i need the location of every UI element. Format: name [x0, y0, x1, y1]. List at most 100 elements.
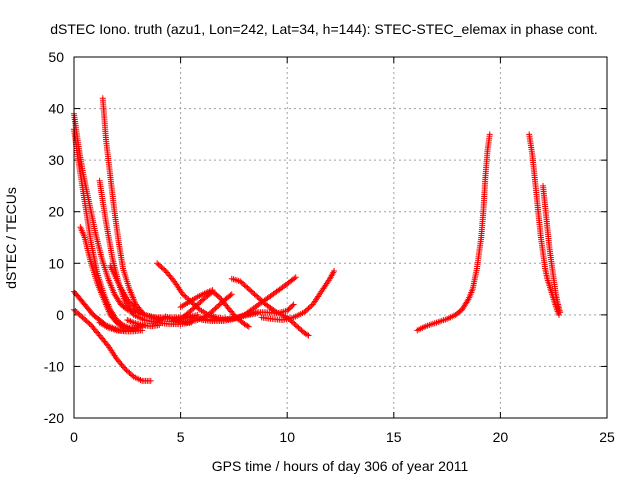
data-point	[127, 371, 134, 378]
data-point	[215, 302, 222, 309]
data-point	[169, 276, 176, 283]
data-point	[331, 268, 338, 275]
data-point	[251, 291, 258, 298]
data-point	[254, 293, 261, 300]
y-tick-label: -20	[44, 410, 64, 426]
data-point	[242, 283, 249, 290]
data-series-18	[228, 275, 312, 339]
data-point	[122, 366, 129, 373]
data-point	[255, 295, 262, 302]
data-series-5	[71, 306, 154, 384]
x-axis-label: GPS time / hours of day 306 of year 2011	[212, 458, 469, 474]
data-point	[291, 275, 298, 282]
data-point	[260, 298, 267, 305]
data-markers	[71, 95, 564, 384]
data-point	[182, 293, 189, 300]
y-tick-label: 20	[48, 204, 64, 220]
data-point	[131, 305, 138, 312]
data-point	[196, 300, 203, 307]
data-point	[191, 304, 198, 311]
x-tick-label: 10	[279, 429, 295, 445]
grid-lines	[74, 57, 607, 418]
y-tick-labels: -20 -10 0 10 20 30 40 50	[44, 49, 64, 426]
data-series-21	[526, 131, 563, 318]
data-point	[306, 304, 313, 311]
data-series-19	[258, 268, 338, 324]
data-point	[244, 322, 251, 329]
data-point	[120, 364, 127, 371]
data-point	[292, 274, 299, 281]
data-point	[227, 292, 234, 299]
data-point	[295, 324, 302, 331]
data-point	[211, 306, 218, 313]
data-point	[193, 302, 200, 309]
chart-title: dSTEC Iono. truth (azu1, Lon=242, Lat=34…	[50, 21, 597, 37]
data-point	[238, 279, 245, 286]
data-series-22	[540, 182, 564, 316]
data-point	[252, 292, 259, 299]
data-point	[129, 372, 136, 379]
data-point	[556, 311, 563, 318]
data-point	[296, 326, 303, 333]
data-point	[75, 310, 82, 317]
data-point	[294, 323, 301, 330]
data-point	[76, 311, 83, 318]
y-axis-label: dSTEC / TECUs	[3, 187, 19, 289]
x-tick-label: 0	[70, 429, 78, 445]
data-point	[78, 313, 85, 320]
y-tick-label: 0	[56, 307, 64, 323]
data-point	[290, 301, 297, 308]
data-point	[200, 296, 207, 303]
data-series-14	[169, 288, 252, 330]
data-point	[464, 297, 471, 304]
data-series-10	[124, 317, 163, 330]
data-point	[154, 260, 161, 267]
data-point	[228, 291, 235, 298]
data-point	[248, 288, 255, 295]
data-point	[209, 307, 216, 314]
data-point	[289, 302, 296, 309]
data-point	[557, 309, 564, 316]
data-point	[85, 319, 92, 326]
axis-ticks	[73, 56, 608, 419]
data-series-8	[96, 319, 146, 335]
data-series-3	[77, 224, 141, 332]
data-point	[155, 261, 162, 268]
data-point	[289, 319, 296, 326]
data-point	[139, 327, 146, 334]
x-tick-label: 15	[386, 429, 402, 445]
data-point	[198, 297, 205, 304]
data-point	[291, 320, 298, 327]
data-point	[79, 314, 86, 321]
data-point	[302, 307, 309, 314]
data-point	[258, 297, 265, 304]
x-tick-label: 20	[493, 429, 509, 445]
data-point	[305, 332, 312, 339]
data-series-15	[177, 287, 216, 311]
data-point	[250, 289, 257, 296]
data-point	[194, 311, 201, 318]
data-series-20	[414, 131, 493, 334]
data-point	[156, 322, 163, 329]
data-point	[161, 266, 168, 273]
data-point	[126, 369, 133, 376]
data-point	[305, 305, 312, 312]
data-point	[72, 307, 79, 314]
data-point	[209, 287, 216, 294]
plot-frame	[73, 56, 608, 419]
data-point	[247, 287, 254, 294]
data-point	[156, 262, 163, 269]
data-point	[237, 278, 244, 285]
data-point	[188, 306, 195, 313]
data-point	[80, 315, 87, 322]
data-point	[181, 292, 188, 299]
data-point	[83, 318, 90, 325]
data-point	[245, 286, 252, 293]
x-tick-labels: 0 5 10 15 20 25	[70, 429, 615, 445]
x-tick-label: 25	[599, 429, 615, 445]
data-point	[159, 265, 166, 272]
data-point	[301, 309, 308, 316]
y-tick-label: 40	[48, 101, 64, 117]
y-tick-label: 50	[48, 49, 64, 65]
